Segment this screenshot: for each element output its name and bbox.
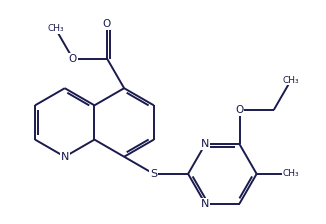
Text: O: O	[235, 105, 244, 115]
Text: O: O	[68, 54, 77, 64]
Text: O: O	[103, 19, 111, 29]
Text: CH₃: CH₃	[283, 76, 299, 85]
Text: N: N	[201, 139, 209, 149]
Text: CH₃: CH₃	[47, 24, 64, 33]
Text: CH₃: CH₃	[283, 169, 299, 178]
Text: N: N	[201, 198, 209, 209]
Text: N: N	[61, 152, 69, 162]
Text: S: S	[150, 169, 157, 179]
